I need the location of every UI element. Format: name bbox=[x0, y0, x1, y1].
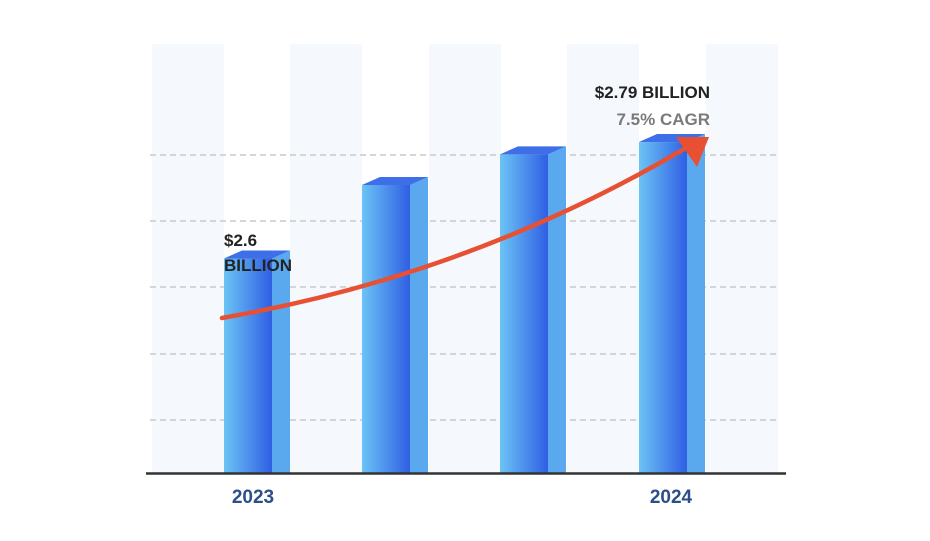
bar bbox=[500, 146, 566, 474]
background-stripe bbox=[567, 44, 639, 473]
bar-front bbox=[639, 142, 687, 474]
start-value: $2.6 bbox=[224, 231, 258, 250]
background-stripes bbox=[152, 44, 778, 473]
end-value: $2.79 BILLION bbox=[594, 83, 710, 102]
x-tick-label-2024: 2024 bbox=[649, 487, 693, 508]
x-tick-label-2023: 2023 bbox=[231, 487, 275, 508]
bar bbox=[362, 176, 428, 473]
bar-side bbox=[272, 250, 290, 473]
background-stripe bbox=[429, 44, 501, 473]
bar-front bbox=[500, 154, 548, 474]
bar-front bbox=[224, 258, 272, 473]
bars bbox=[224, 134, 705, 474]
background-stripe bbox=[290, 44, 362, 473]
trend-arrow bbox=[219, 137, 709, 321]
bar-side bbox=[410, 176, 428, 473]
bar-side bbox=[548, 146, 566, 474]
bar-front bbox=[362, 184, 410, 473]
background-stripe bbox=[152, 44, 224, 473]
bar bbox=[224, 250, 290, 473]
bar-side bbox=[687, 134, 705, 474]
bar-top bbox=[362, 176, 428, 185]
end-cagr: 7.5% CAGR bbox=[616, 110, 710, 129]
end-annotation: $2.79 BILLION 7.5% CAGR bbox=[595, 79, 710, 133]
bar bbox=[639, 134, 705, 474]
background-stripe bbox=[706, 44, 778, 473]
start-unit: BILLION bbox=[224, 256, 292, 275]
bar-top bbox=[500, 146, 566, 155]
start-annotation: $2.6 BILLION bbox=[224, 228, 292, 278]
bar-top bbox=[224, 250, 290, 259]
trend-arrow-line bbox=[219, 146, 687, 321]
trend-arrow-head bbox=[676, 137, 709, 167]
